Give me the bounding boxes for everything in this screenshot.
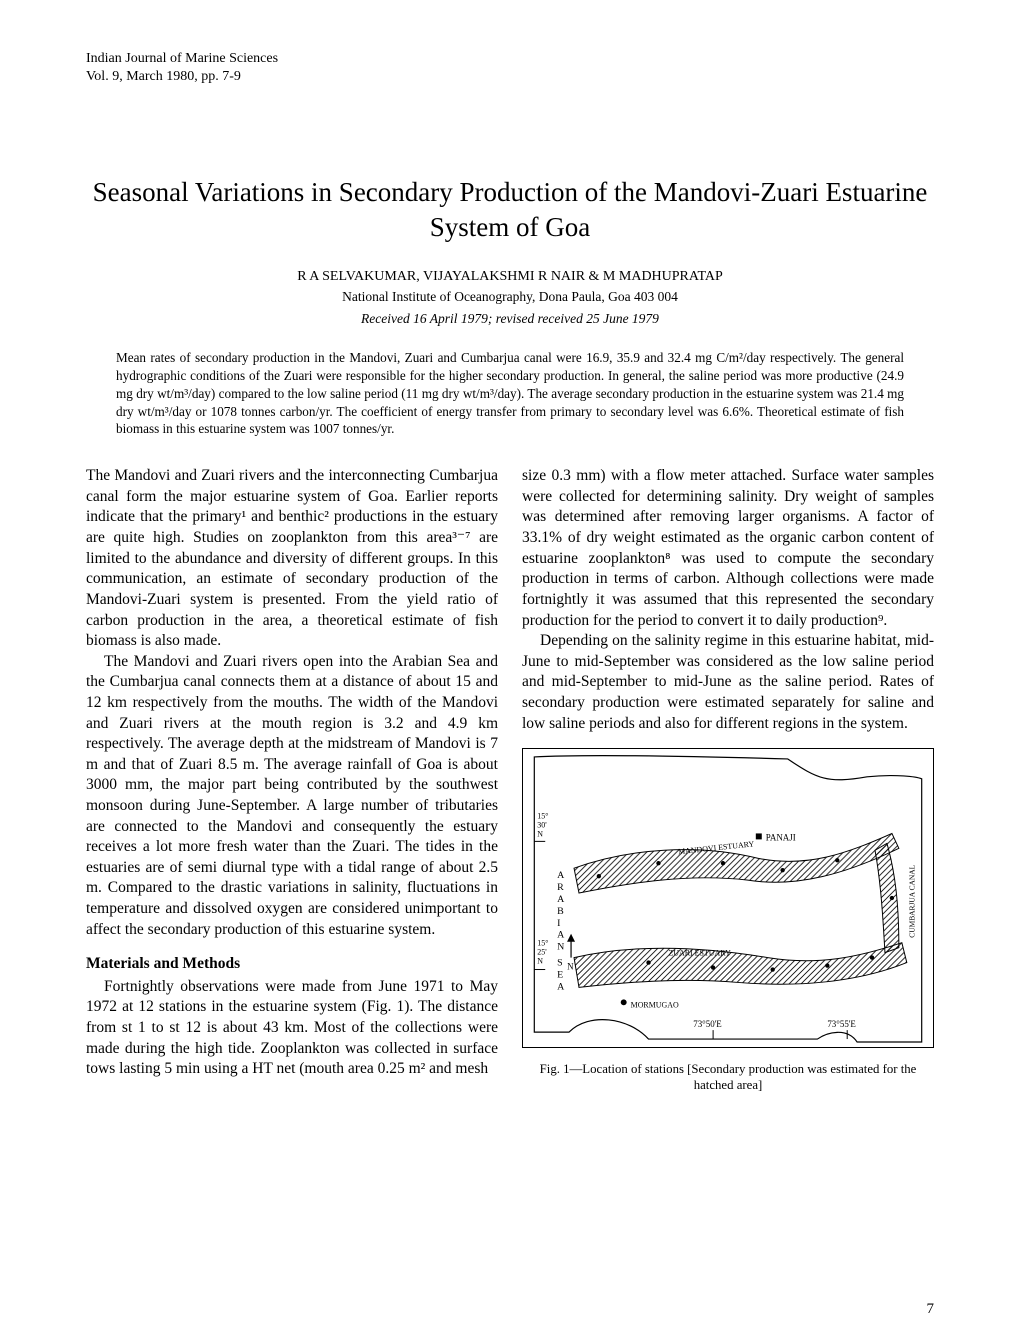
journal-name: Indian Journal of Marine Sciences [86, 50, 934, 68]
title-line-1: Seasonal Variations in Secondary Product… [93, 177, 928, 207]
right-column: size 0.3 mm) with a flow meter attached.… [522, 466, 934, 1094]
mormugao-marker [621, 999, 627, 1005]
left-para-2: The Mandovi and Zuari rivers open into t… [86, 652, 498, 941]
journal-vol-line: Vol. 9, March 1980, pp. 7-9 [86, 68, 934, 86]
land-outline [534, 756, 921, 1042]
lon-label-2: 73°55'E [827, 1019, 856, 1029]
received-line: Received 16 April 1979; revised received… [86, 311, 934, 327]
page: Indian Journal of Marine Sciences Vol. 9… [0, 0, 1020, 1338]
authors: R A SELVAKUMAR, VIJAYALAKSHMI R NAIR & M… [86, 269, 934, 285]
arabian-sea-label: A R A B I A N S E A [557, 870, 567, 992]
journal-header: Indian Journal of Marine Sciences Vol. 9… [86, 50, 934, 85]
lon-label-1: 73°50'E [693, 1019, 722, 1029]
panaji-marker [756, 834, 762, 840]
zuari-label: ZUARI ESTUARY [668, 949, 731, 958]
left-para-1: The Mandovi and Zuari rivers and the int… [86, 466, 498, 651]
two-column-body: The Mandovi and Zuari rivers and the int… [86, 466, 934, 1094]
cumbarjua-label: CUMBARJUA CANAL [908, 865, 917, 938]
figure-1: PANAJI MORMUGAO MANDOVI ESTUARY ZUARI ES… [522, 748, 934, 1094]
right-para-2: Depending on the salinity regime in this… [522, 631, 934, 734]
panaji-label: PANAJI [766, 833, 796, 843]
figure-1-map: PANAJI MORMUGAO MANDOVI ESTUARY ZUARI ES… [522, 748, 934, 1048]
affiliation: National Institute of Oceanography, Dona… [86, 289, 934, 305]
page-number: 7 [927, 1301, 935, 1318]
right-para-1: size 0.3 mm) with a flow meter attached.… [522, 466, 934, 631]
figure-1-caption: Fig. 1—Location of stations [Secondary p… [522, 1061, 934, 1094]
left-para-3: Fortnightly observations were made from … [86, 977, 498, 1080]
mormugao-label: MORMUGAO [631, 1000, 679, 1009]
title-line-2: System of Goa [430, 212, 590, 242]
materials-methods-heading: Materials and Methods [86, 954, 498, 975]
left-column: The Mandovi and Zuari rivers and the int… [86, 466, 498, 1094]
svg-text:N: N [567, 962, 574, 972]
abstract: Mean rates of secondary production in th… [116, 349, 904, 438]
paper-title: Seasonal Variations in Secondary Product… [86, 175, 934, 245]
